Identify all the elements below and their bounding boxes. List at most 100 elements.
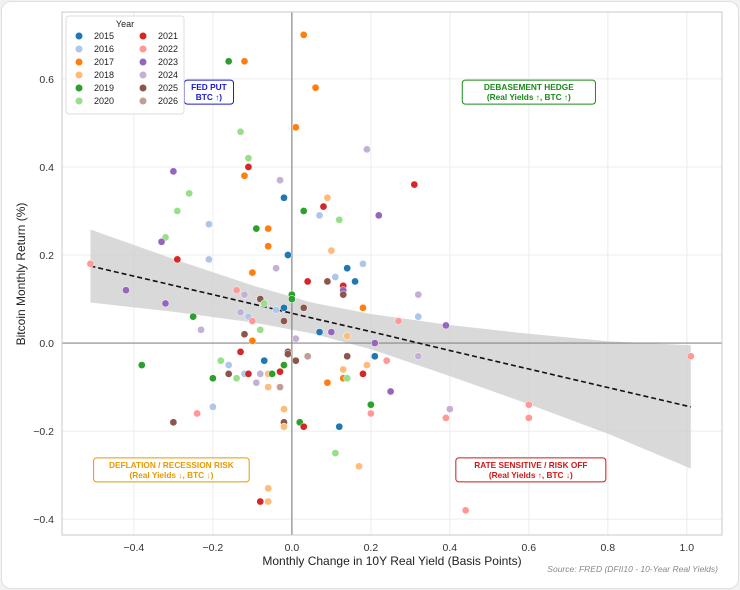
data-point bbox=[323, 378, 332, 387]
y-tick-label: −0.2 bbox=[33, 426, 54, 438]
data-point bbox=[414, 290, 423, 299]
data-point bbox=[236, 127, 245, 136]
data-point bbox=[276, 383, 284, 391]
data-point bbox=[256, 326, 265, 334]
confidence-band-area bbox=[90, 229, 691, 469]
annotation-box bbox=[93, 457, 250, 483]
plot-frame bbox=[61, 11, 723, 536]
legend-marker bbox=[75, 45, 83, 53]
data-point bbox=[414, 312, 423, 321]
data-point bbox=[331, 273, 340, 281]
x-tick-label: −0.4 bbox=[124, 542, 145, 554]
data-point bbox=[244, 154, 253, 163]
legend-marker bbox=[139, 97, 147, 105]
y-axis-label: Bitcoin Monthly Return (%) bbox=[14, 203, 28, 346]
data-point bbox=[185, 189, 194, 198]
data-point bbox=[161, 299, 170, 308]
legend-label: 2020 bbox=[94, 96, 114, 106]
annotation-text: (Real Yields ↑, BTC ↓) bbox=[489, 470, 573, 480]
data-point bbox=[224, 361, 233, 369]
data-point bbox=[276, 367, 284, 376]
annotation-text: DEBASEMENT HEDGE bbox=[484, 82, 574, 92]
data-point bbox=[311, 83, 320, 92]
legend-label: 2021 bbox=[158, 31, 178, 41]
data-point bbox=[216, 356, 225, 365]
data-point bbox=[291, 334, 300, 343]
data-point bbox=[315, 328, 324, 336]
data-point bbox=[303, 277, 312, 286]
data-point bbox=[335, 422, 344, 431]
legend-marker bbox=[139, 45, 147, 53]
x-tick-label: 0.2 bbox=[364, 542, 379, 554]
x-tick-label: −0.2 bbox=[203, 542, 224, 554]
data-point bbox=[280, 303, 288, 312]
data-point bbox=[240, 57, 249, 66]
data-point bbox=[303, 352, 312, 361]
legend-marker bbox=[139, 32, 147, 40]
data-point bbox=[367, 409, 375, 418]
data-point bbox=[359, 259, 367, 268]
zero-lines bbox=[62, 12, 722, 535]
data-point bbox=[86, 259, 95, 268]
data-point bbox=[363, 361, 371, 369]
data-point bbox=[252, 224, 261, 233]
data-point bbox=[205, 220, 213, 229]
data-point bbox=[299, 303, 308, 312]
annotation-box bbox=[455, 457, 607, 483]
legend-marker bbox=[75, 58, 83, 66]
data-point bbox=[169, 167, 178, 176]
data-point bbox=[157, 237, 166, 246]
legend-marker bbox=[139, 84, 147, 92]
data-point bbox=[248, 317, 257, 325]
regression-dashed-line bbox=[90, 265, 691, 408]
x-tick-label: 0.6 bbox=[522, 542, 537, 554]
data-point bbox=[122, 286, 130, 295]
y-tick-label: −0.4 bbox=[33, 514, 54, 526]
y-tick-label: 0.4 bbox=[39, 162, 54, 174]
data-point bbox=[339, 290, 348, 299]
data-point bbox=[343, 264, 352, 273]
data-point bbox=[343, 374, 352, 383]
data-point bbox=[197, 326, 205, 334]
data-point bbox=[280, 361, 288, 369]
quadrant-annotations: DEBASEMENT HEDGE(Real Yields ↑, BTC ↑) FE… bbox=[93, 79, 607, 483]
data-point bbox=[461, 506, 470, 515]
annotation-box bbox=[461, 79, 596, 105]
data-point bbox=[323, 193, 332, 202]
data-point bbox=[224, 370, 233, 378]
legend-label: 2018 bbox=[94, 70, 114, 80]
annotation-text: (Real Yields ↓, BTC ↓) bbox=[129, 470, 213, 480]
data-point bbox=[264, 224, 273, 233]
data-point bbox=[256, 497, 265, 506]
data-point bbox=[209, 403, 217, 411]
legend-marker bbox=[75, 84, 83, 92]
data-point bbox=[410, 180, 419, 189]
data-point bbox=[189, 312, 197, 321]
legend-label: 2015 bbox=[94, 31, 114, 41]
y-tick-label: 0.0 bbox=[39, 338, 54, 350]
data-point bbox=[240, 171, 249, 180]
data-point bbox=[386, 387, 395, 396]
data-point bbox=[248, 337, 257, 345]
data-point bbox=[291, 356, 300, 365]
data-point bbox=[224, 57, 233, 66]
data-point bbox=[244, 370, 253, 378]
data-point bbox=[442, 321, 450, 330]
data-point bbox=[264, 383, 273, 391]
legend-marker bbox=[75, 71, 83, 79]
points bbox=[86, 31, 695, 515]
data-point bbox=[280, 193, 288, 202]
legend-label: 2025 bbox=[158, 83, 178, 93]
data-point bbox=[280, 405, 288, 413]
annotation-text: FED PUT bbox=[191, 82, 227, 92]
data-point bbox=[236, 348, 245, 356]
legend-marker bbox=[75, 97, 83, 105]
data-point bbox=[173, 255, 182, 264]
data-point bbox=[331, 449, 340, 457]
data-point bbox=[414, 352, 423, 361]
source-note: Source: FRED (DFII10 - 10-Year Real Yiel… bbox=[547, 564, 718, 574]
legend-label: 2022 bbox=[158, 44, 178, 54]
data-point bbox=[248, 268, 257, 277]
data-point bbox=[299, 207, 308, 215]
